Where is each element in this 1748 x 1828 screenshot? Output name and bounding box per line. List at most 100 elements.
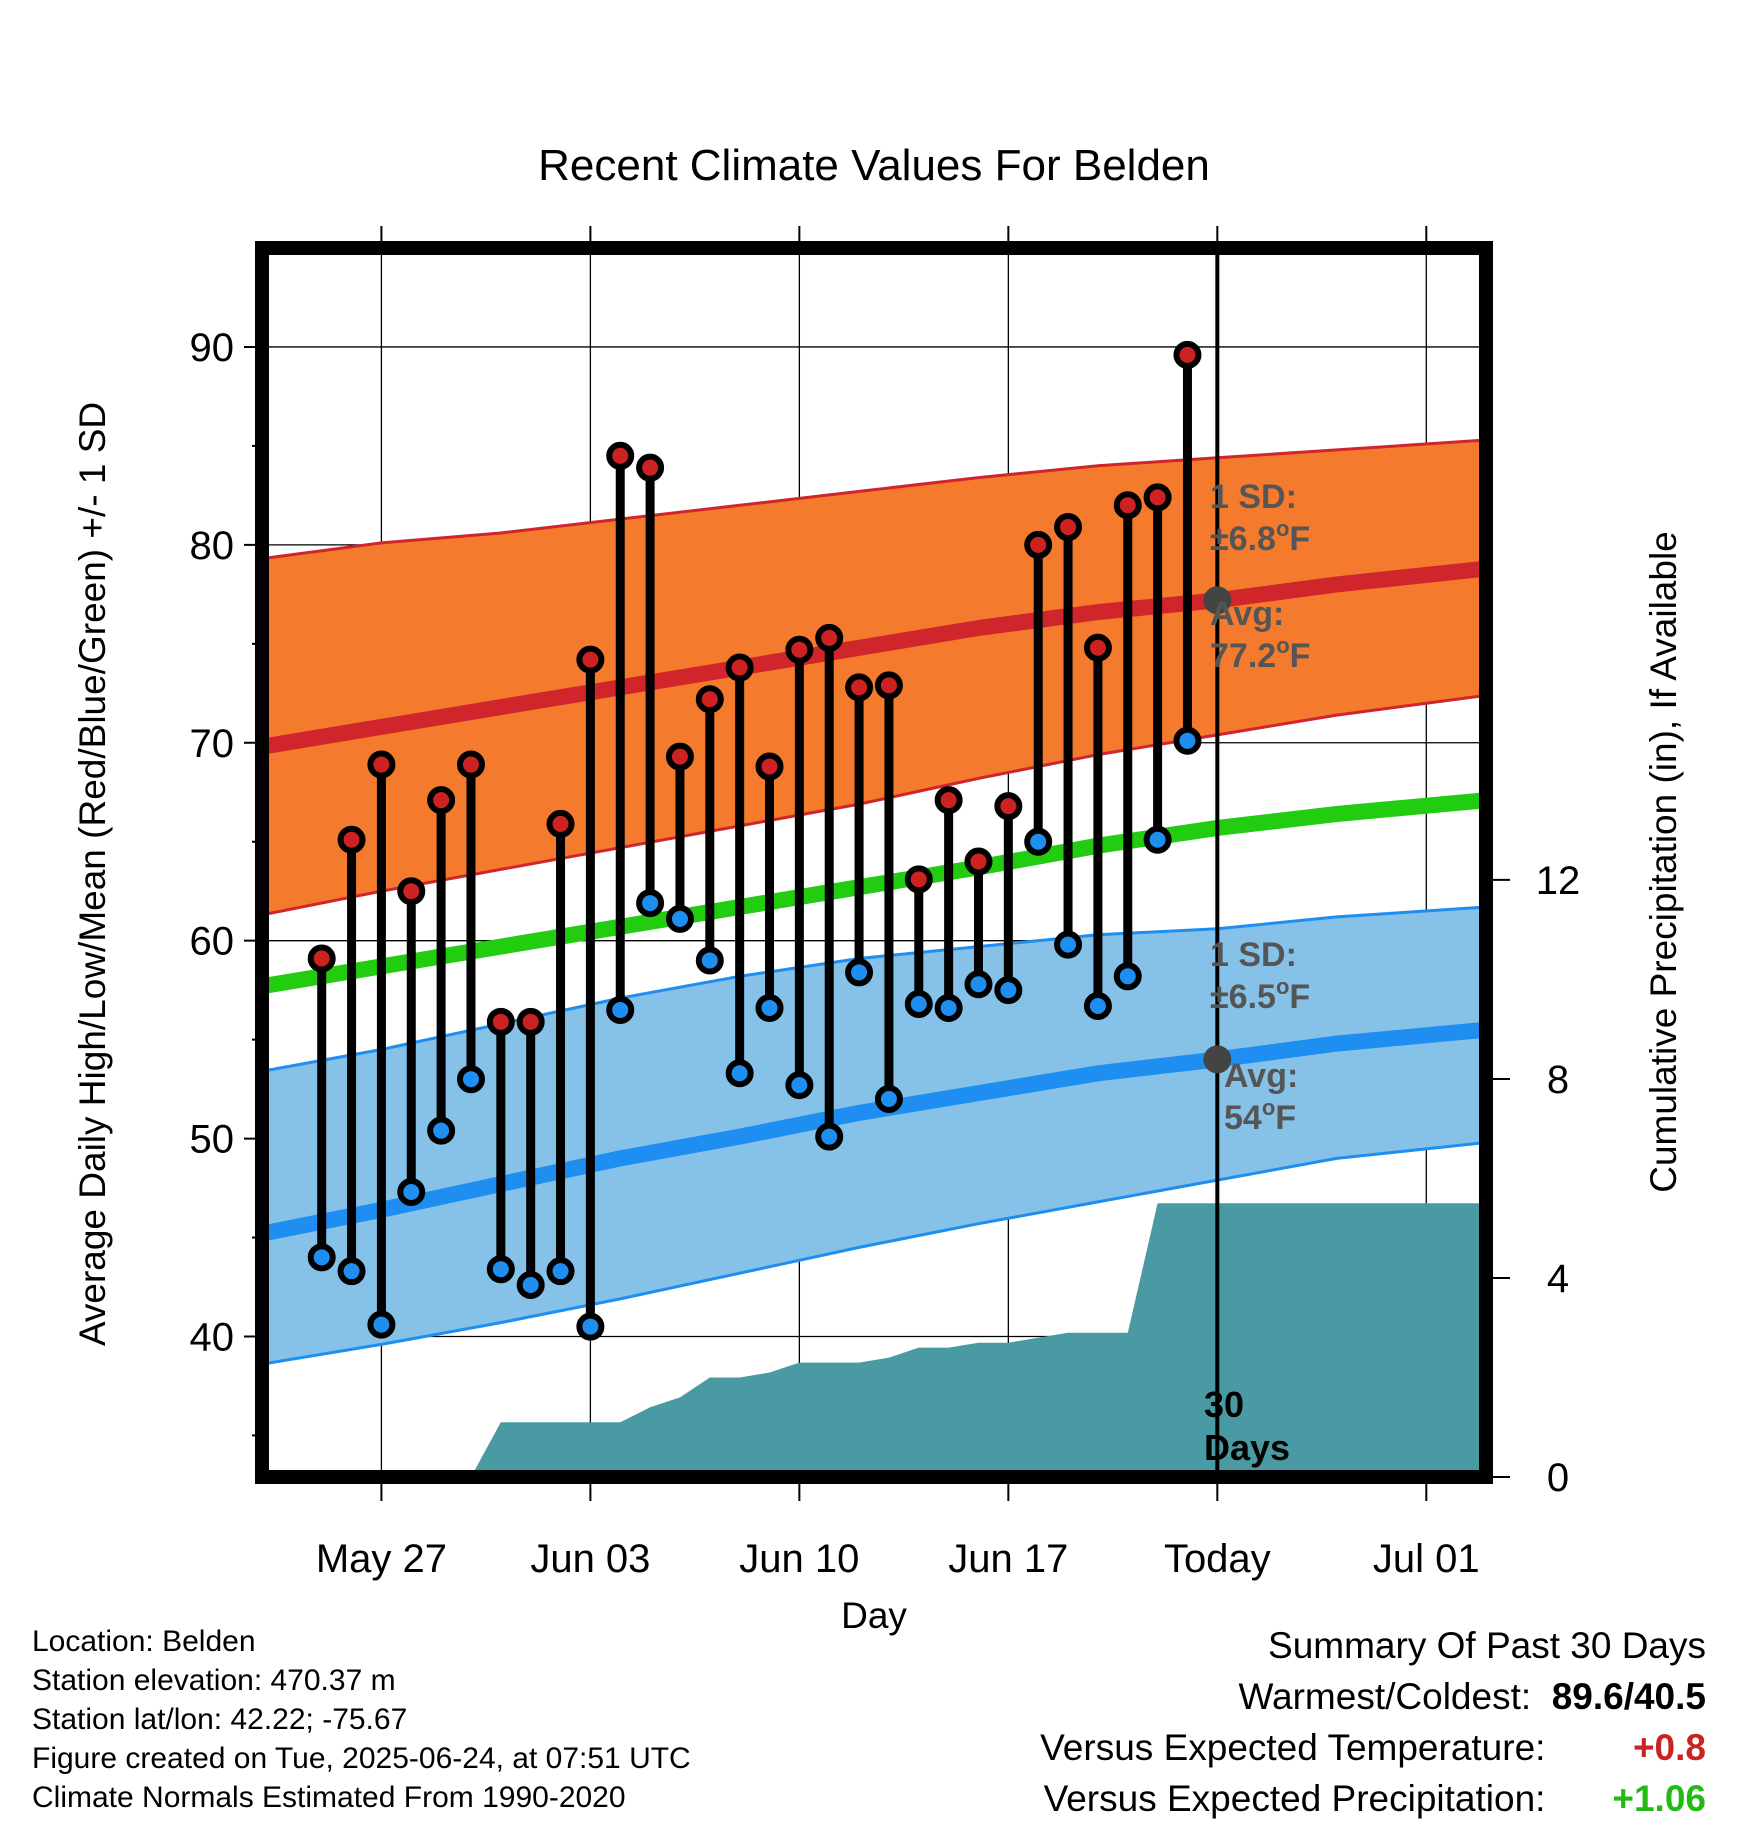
observed-high-point xyxy=(665,742,694,771)
observed-low-point xyxy=(874,1084,903,1113)
low-sd-lower-line xyxy=(262,1141,1486,1366)
x-tick-label: Today xyxy=(1164,1537,1271,1581)
summary-precip-row: Versus Expected Precipitation: +1.06 xyxy=(1040,1773,1706,1824)
high-avg-annotation-line1: Avg: xyxy=(1210,595,1284,633)
low-avg-annotation-line2: 54oF xyxy=(1224,1095,1296,1137)
precipitation-area xyxy=(262,1203,1486,1477)
observed-low-point xyxy=(994,976,1023,1005)
observed-low-point xyxy=(1113,962,1142,991)
observed-high-point xyxy=(397,877,426,906)
low-sd-band xyxy=(262,907,1486,1365)
observed-low-point xyxy=(755,993,784,1022)
y-tick-label: 60 xyxy=(190,920,235,964)
y2-tick-label: 0 xyxy=(1547,1456,1569,1500)
summary-temp-value: +0.8 xyxy=(1632,1727,1706,1768)
observed-low-point xyxy=(456,1065,485,1094)
x-tick-label: May 27 xyxy=(316,1537,447,1581)
observed-high-point xyxy=(456,750,485,779)
observed-low-point xyxy=(307,1243,336,1272)
summary-precip-label: Versus Expected Precipitation: xyxy=(1043,1778,1546,1819)
x-tick-label: Jun 10 xyxy=(739,1537,859,1581)
observed-high-point xyxy=(337,825,366,854)
x-tick-label: Jun 17 xyxy=(948,1537,1068,1581)
observed-high-point xyxy=(695,685,724,714)
low-sd-annotation-line2: ±6.5oF xyxy=(1210,974,1310,1016)
observed-low-point xyxy=(665,904,694,933)
observed-high-point xyxy=(546,809,575,838)
days-annotation-line1: 30 xyxy=(1204,1384,1244,1425)
observed-low-point xyxy=(934,993,963,1022)
observed-high-point xyxy=(1143,483,1172,512)
high-sd-annotation-line2: ±6.8oF xyxy=(1210,516,1310,558)
observed-high-point xyxy=(427,786,456,815)
observed-high-point xyxy=(725,653,754,682)
y-tick-label: 90 xyxy=(190,326,235,370)
observed-high-point xyxy=(934,786,963,815)
observed-high-point xyxy=(1083,633,1112,662)
observed-high-point xyxy=(516,1007,545,1036)
observed-high-point xyxy=(994,792,1023,821)
observed-high-point xyxy=(845,673,874,702)
observed-high-point xyxy=(1024,530,1053,559)
plot-frame xyxy=(255,241,1493,1484)
observed-low-point xyxy=(606,995,635,1024)
observed-low-point xyxy=(636,889,665,918)
observed-high-point xyxy=(1113,491,1142,520)
observed-low-point xyxy=(815,1122,844,1151)
observed-low-point xyxy=(576,1312,605,1341)
observed-low-point xyxy=(337,1257,366,1286)
high-sd-annotation-line1: 1 SD: xyxy=(1210,478,1297,516)
observed-low-point xyxy=(785,1071,814,1100)
footer-normals: Climate Normals Estimated From 1990-2020 xyxy=(32,1781,626,1814)
low-avg-annotation-line1: Avg: xyxy=(1224,1057,1298,1095)
summary-panel: Summary Of Past 30 Days Warmest/Coldest:… xyxy=(1040,1620,1706,1824)
summary-temp-row: Versus Expected Temperature: +0.8 xyxy=(1040,1722,1706,1773)
days-annotation-line2: Days xyxy=(1204,1427,1290,1468)
summary-precip-value: +1.06 xyxy=(1612,1778,1706,1819)
observed-low-point xyxy=(397,1178,426,1207)
summary-warmest-label: Warmest/Coldest: xyxy=(1238,1676,1532,1717)
summary-warmest-value: 89.6/40.5 xyxy=(1551,1676,1706,1717)
observed-low-point xyxy=(964,970,993,999)
high-sd-upper-line xyxy=(262,438,1486,561)
high-avg-marker xyxy=(1203,586,1232,615)
observed-high-point xyxy=(367,750,396,779)
summary-temp-label: Versus Expected Temperature: xyxy=(1040,1727,1546,1768)
observed-high-point xyxy=(815,623,844,652)
observed-high-point xyxy=(904,865,933,894)
observed-low-point xyxy=(845,958,874,987)
observed-low-point xyxy=(725,1059,754,1088)
summary-title: Summary Of Past 30 Days xyxy=(1268,1625,1706,1666)
observed-low-point xyxy=(904,990,933,1019)
observed-high-point xyxy=(874,671,903,700)
observed-low-point xyxy=(1173,726,1202,755)
observed-low-point xyxy=(516,1271,545,1300)
observed-low-point xyxy=(1024,827,1053,856)
low-avg-marker xyxy=(1203,1045,1232,1074)
observed-low-point xyxy=(367,1310,396,1339)
observed-low-point xyxy=(1083,991,1112,1020)
y-tick-label: 40 xyxy=(190,1315,235,1359)
observed-low-point xyxy=(427,1116,456,1145)
y2-axis-label: Cumulative Precipitation (in), If Availa… xyxy=(1643,531,1684,1193)
summary-warmest-row: Warmest/Coldest: 89.6/40.5 xyxy=(1040,1671,1706,1722)
observed-high-point xyxy=(636,453,665,482)
y2-tick-label: 8 xyxy=(1547,1058,1569,1102)
x-tick-label: Jun 03 xyxy=(530,1537,650,1581)
observed-low-point xyxy=(1054,930,1083,959)
footer-latlon: Station lat/lon: 42.22; -75.67 xyxy=(32,1703,408,1736)
footer-created: Figure created on Tue, 2025-06-24, at 07… xyxy=(32,1742,691,1775)
observed-low-point xyxy=(695,946,724,975)
observed-high-point xyxy=(307,944,336,973)
observed-high-point xyxy=(1173,340,1202,369)
observed-low-point xyxy=(1143,825,1172,854)
y-tick-label: 80 xyxy=(190,524,235,568)
y-axis-label: Average Daily High/Low/Mean (Red/Blue/Gr… xyxy=(72,402,113,1346)
observed-high-point xyxy=(755,752,784,781)
normal-high-line xyxy=(262,560,1486,755)
y-tick-label: 50 xyxy=(190,1118,235,1162)
observed-high-point xyxy=(785,635,814,664)
normal-low-line xyxy=(262,1021,1486,1242)
footer-location: Location: Belden xyxy=(32,1625,256,1658)
